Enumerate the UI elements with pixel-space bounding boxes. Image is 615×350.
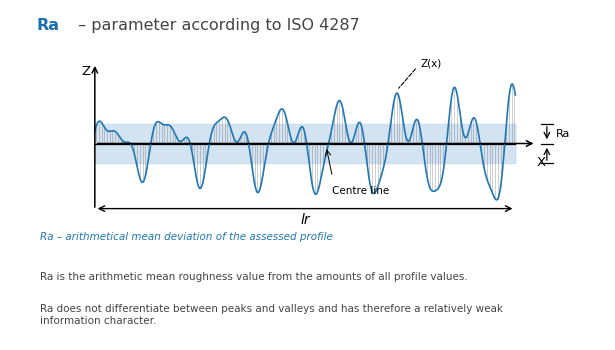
Text: Centre line: Centre line	[333, 186, 390, 196]
Text: Z(x): Z(x)	[399, 59, 442, 88]
Text: X: X	[537, 156, 546, 169]
Text: Z: Z	[81, 65, 90, 78]
Text: lr: lr	[300, 214, 310, 228]
Text: Ra – arithmetical mean deviation of the assessed profile: Ra – arithmetical mean deviation of the …	[39, 232, 333, 242]
Text: Ra is the arithmetic mean roughness value from the amounts of all profile values: Ra is the arithmetic mean roughness valu…	[39, 272, 467, 282]
Text: – parameter according to ISO 4287: – parameter according to ISO 4287	[73, 18, 360, 33]
Text: Ra: Ra	[36, 18, 60, 33]
Text: Ra does not differentiate between peaks and valleys and has therefore a relative: Ra does not differentiate between peaks …	[39, 304, 502, 326]
Text: Ra: Ra	[556, 129, 571, 139]
